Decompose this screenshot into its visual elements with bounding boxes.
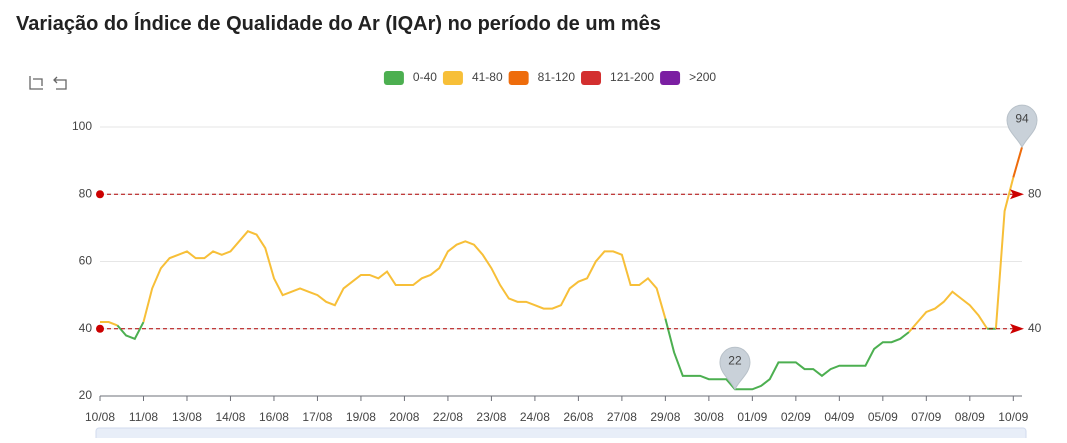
mark-line-arrow — [1010, 189, 1024, 200]
mark-point-label: 94 — [1015, 111, 1029, 125]
legend-label: 0-40 — [413, 70, 437, 84]
mark-point-pin — [1006, 104, 1038, 149]
line-series — [116, 321, 145, 341]
y-tick-label: 100 — [72, 119, 92, 133]
legend-swatch — [581, 71, 602, 85]
x-tick-label: 07/09 — [911, 410, 941, 424]
legend-swatch — [660, 71, 681, 85]
x-tick-label: 10/08 — [85, 410, 115, 424]
y-tick-label: 80 — [79, 186, 93, 200]
mark-line-start — [96, 190, 104, 199]
x-tick-label: 10/09 — [998, 410, 1028, 424]
y-tick-label: 40 — [79, 321, 93, 335]
data-zoom-slider[interactable] — [95, 427, 1027, 443]
mark-line-label: 40 — [1028, 321, 1042, 335]
legend-label: 81-120 — [538, 70, 576, 84]
x-tick-label: 23/08 — [476, 410, 506, 424]
x-tick-label: 01/09 — [737, 410, 767, 424]
mark-line-label: 80 — [1028, 186, 1042, 200]
x-tick-label: 20/08 — [389, 410, 419, 424]
x-tick-label: 04/09 — [824, 410, 854, 424]
x-tick-label: 19/08 — [346, 410, 376, 424]
x-tick-label: 16/08 — [259, 410, 289, 424]
line-series — [908, 290, 989, 333]
x-tick-label: 29/08 — [650, 410, 680, 424]
x-tick-label: 05/09 — [868, 410, 898, 424]
line-series — [1012, 146, 1023, 178]
x-tick-label: 17/08 — [302, 410, 332, 424]
line-series — [994, 177, 1015, 329]
x-tick-label: 14/08 — [215, 410, 245, 424]
x-tick-label: 30/08 — [694, 410, 724, 424]
legend-label: 41-80 — [472, 70, 503, 84]
legend-swatch — [442, 71, 463, 85]
x-tick-label: 08/09 — [955, 410, 985, 424]
reset-icon[interactable] — [53, 76, 67, 90]
x-tick-label: 26/08 — [563, 410, 593, 424]
y-tick-label: 20 — [79, 388, 93, 402]
mark-point-label: 22 — [728, 353, 742, 367]
zoom-icon[interactable] — [29, 76, 43, 90]
toolbox[interactable] — [29, 76, 67, 90]
x-tick-label: 24/08 — [520, 410, 550, 424]
line-series — [664, 318, 910, 391]
chart-title: Variação do Índice de Qualidade do Ar (I… — [16, 12, 661, 35]
legend-swatch — [508, 71, 529, 85]
mark-line-arrow — [1010, 323, 1024, 334]
legend-swatch — [383, 71, 404, 85]
y-tick-label: 60 — [79, 254, 93, 268]
x-tick-label: 22/08 — [433, 410, 463, 424]
x-tick-label: 27/08 — [607, 410, 637, 424]
legend-label: 121-200 — [610, 70, 654, 84]
mark-line-start — [96, 324, 104, 333]
line-series — [100, 321, 118, 327]
x-tick-label: 02/09 — [781, 410, 811, 424]
x-tick-label: 13/08 — [172, 410, 202, 424]
line-series — [142, 230, 667, 323]
mark-point-pin — [719, 346, 751, 391]
x-tick-label: 11/08 — [129, 410, 158, 424]
legend-label: >200 — [689, 70, 716, 84]
